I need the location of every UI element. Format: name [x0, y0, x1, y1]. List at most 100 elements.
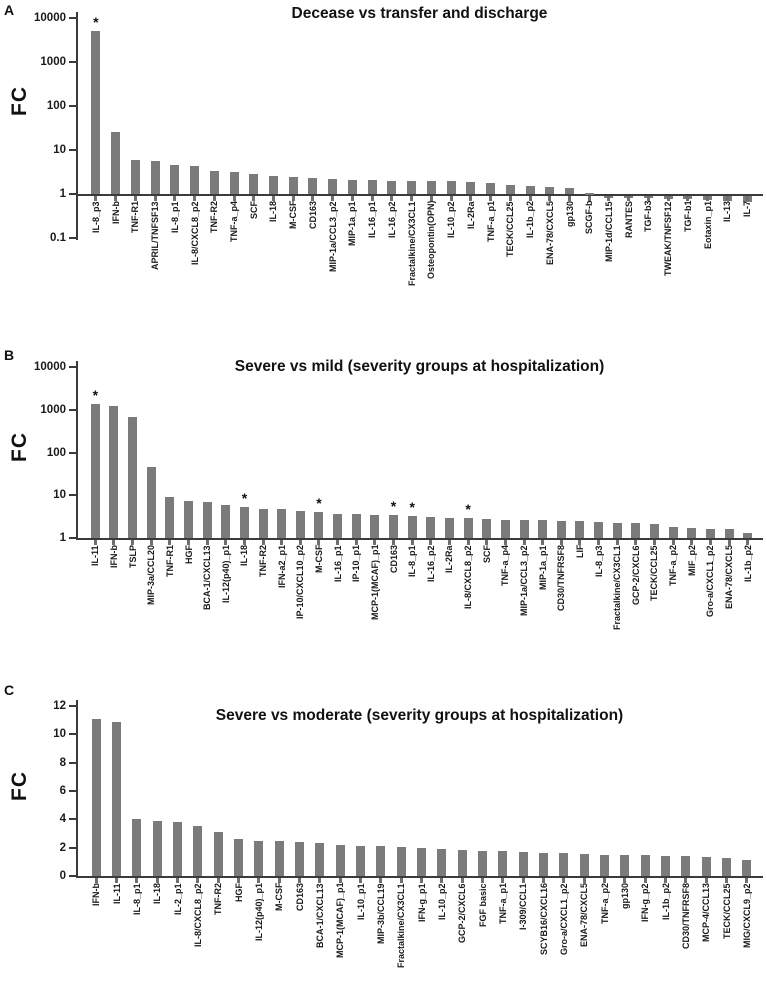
- x-tick-mark: [168, 540, 172, 545]
- bar: [559, 853, 569, 876]
- panel-c-chart-title: Severe vs moderate (severity groups at h…: [215, 707, 624, 724]
- x-tick-mark: [133, 196, 137, 201]
- y-tick-label: 10: [53, 728, 66, 741]
- x-tick-mark: [224, 540, 228, 545]
- x-tick-mark: [153, 196, 157, 201]
- x-category-label: BCA-1/CXCL13: [202, 545, 213, 610]
- x-category-label: MIP-3b/CCL19: [375, 883, 386, 944]
- x-category-label: IL-16_p1: [367, 201, 378, 238]
- bar: [565, 188, 574, 194]
- x-tick-mark: [187, 540, 190, 545]
- x-tick-mark: [131, 540, 135, 545]
- x-tick-mark: [373, 540, 377, 545]
- x-category-label: TECK/CCL25: [649, 545, 660, 601]
- x-category-label: FGF basic: [477, 883, 488, 927]
- panel-c: C FC Severe vs moderate (severity groups…: [0, 680, 767, 996]
- x-tick-mark: [336, 540, 340, 545]
- y-tick-label: 10000: [34, 361, 66, 373]
- bar: [594, 521, 604, 538]
- x-tick-mark: [725, 196, 729, 201]
- panel-c-letter: C: [4, 682, 15, 698]
- x-tick-mark: [277, 878, 281, 883]
- x-category-label: IL-8_p3: [593, 545, 604, 577]
- x-category-label: CD163: [388, 545, 399, 574]
- x-category-label: Fractalkine/CX3CL1: [406, 201, 417, 286]
- bar: [437, 849, 447, 876]
- x-category-label: Gro-a/CXCL1_p2: [705, 545, 716, 617]
- bar: [426, 516, 436, 538]
- x-category-label: SCF: [248, 201, 259, 219]
- x-tick-mark: [429, 540, 433, 545]
- x-tick-mark: [112, 540, 116, 545]
- bar: [545, 186, 555, 194]
- panel-b: B FC Severe vs mild (severity groups at …: [0, 345, 767, 680]
- bar: [640, 855, 650, 876]
- x-category-label: MIP-1d/CCL15: [603, 201, 614, 262]
- x-category-label: TNF-R2: [209, 201, 220, 233]
- x-category-label: IL-8_p1: [407, 545, 418, 577]
- bar: [213, 832, 223, 876]
- y-tick-label: 12: [53, 700, 66, 712]
- x-category-label: IFN-g_p2: [640, 883, 651, 922]
- bar: [417, 847, 426, 876]
- bar: [112, 721, 121, 876]
- x-category-label: LIF: [574, 545, 585, 559]
- x-category-label: TNF-a_p4: [500, 545, 511, 587]
- x-category-label: IL-7: [742, 201, 753, 218]
- x-category-label: HGF: [183, 545, 194, 564]
- x-category-label: IP-10_p1: [351, 545, 362, 583]
- bar: [91, 718, 101, 876]
- bar: [335, 844, 345, 876]
- x-tick-mark: [578, 540, 582, 545]
- bar: [308, 178, 318, 194]
- bar: [295, 842, 304, 876]
- y-axis-line: [76, 361, 78, 540]
- x-category-label: IFN-b: [91, 883, 102, 906]
- bar: [146, 467, 156, 538]
- x-tick-mark: [501, 878, 505, 883]
- bar: [190, 166, 200, 194]
- x-tick-mark: [420, 878, 423, 883]
- x-tick-mark: [447, 540, 451, 545]
- x-category-label: TNF-a_p2: [668, 545, 679, 587]
- bar: [466, 181, 476, 194]
- x-category-label: MIP-1a/CCL3_p2: [327, 201, 338, 272]
- x-tick-mark: [410, 196, 414, 201]
- x-tick-mark: [280, 540, 284, 545]
- y-tick-mark: [69, 408, 76, 411]
- x-tick-mark: [690, 540, 694, 545]
- bar: [193, 826, 203, 876]
- x-category-label: TECK/CCL25: [505, 201, 516, 257]
- significance-asterisk: *: [92, 387, 99, 404]
- bar: [446, 181, 456, 194]
- x-tick-mark: [704, 878, 708, 883]
- x-tick-mark: [542, 878, 545, 883]
- x-category-label: MIG/CXCL9_p2: [741, 883, 752, 948]
- bar: [612, 522, 622, 538]
- bar: [389, 515, 399, 538]
- x-category-label: IL-11: [90, 545, 101, 566]
- x-tick-mark: [541, 540, 545, 545]
- x-category-label: RANTES: [623, 201, 634, 239]
- x-tick-mark: [298, 878, 301, 883]
- bar: [519, 519, 529, 538]
- x-category-label: IFN-g_p1: [416, 883, 427, 922]
- bar: [661, 856, 670, 876]
- x-category-label: TNF-a_p1: [497, 883, 508, 925]
- bar: [268, 175, 278, 194]
- x-tick-mark: [587, 196, 591, 201]
- x-category-label: IL-1b_p2: [525, 201, 536, 239]
- x-category-label: MIP-1a_p1: [537, 545, 548, 590]
- bar: [288, 177, 298, 194]
- bar: [407, 515, 417, 538]
- significance-asterisk: *: [241, 490, 248, 507]
- significance-asterisk: *: [390, 498, 397, 515]
- bar: [277, 509, 287, 538]
- x-category-label: Fractalkine/CX3CL1: [396, 883, 407, 968]
- bar: [463, 517, 473, 538]
- bar: [579, 854, 589, 876]
- y-tick-label: 1: [59, 188, 66, 200]
- bar: [111, 132, 121, 194]
- bar: [556, 520, 566, 538]
- x-tick-mark: [623, 878, 627, 883]
